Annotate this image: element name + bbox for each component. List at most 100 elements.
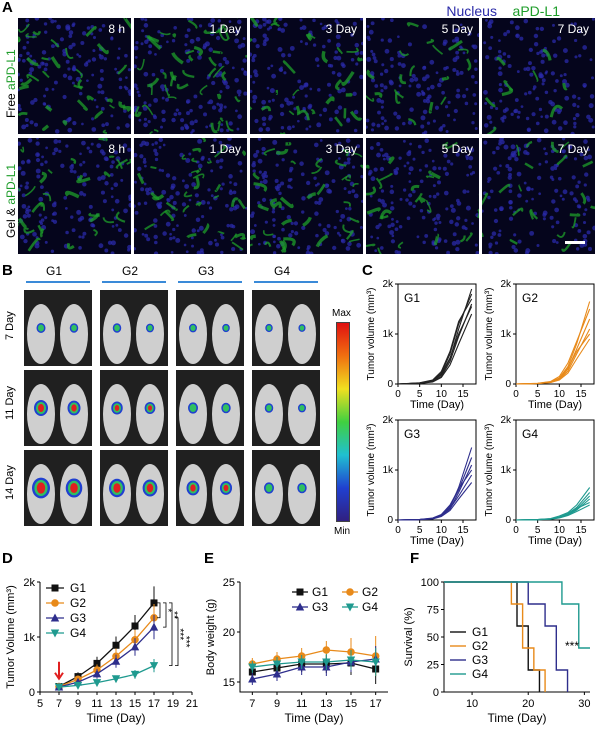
nucleus-dot [50, 249, 55, 254]
nucleus-dot [416, 91, 422, 97]
panel-f-letter: F [410, 550, 420, 567]
nucleus-dot [316, 182, 320, 186]
nucleus-dot [543, 128, 549, 134]
nucleus-dot [29, 67, 35, 72]
nucleus-dot [281, 158, 285, 162]
apdl1-signal [343, 201, 351, 207]
nucleus-dot [148, 187, 152, 191]
nucleus-dot [531, 197, 534, 201]
nucleus-dot [483, 140, 488, 145]
nucleus-dot [445, 207, 449, 211]
apdl1-signal [26, 56, 39, 67]
nucleus-dot [420, 115, 426, 121]
nucleus-dot [65, 144, 69, 148]
nucleus-dot [165, 173, 171, 178]
nucleus-dot [452, 68, 457, 73]
apdl1-signal [146, 35, 160, 43]
nucleus-dot [476, 33, 479, 38]
nucleus-dot [284, 97, 289, 103]
nucleus-dot [299, 161, 304, 166]
nucleus-dot [355, 62, 359, 66]
nucleus-dot [507, 166, 513, 172]
nucleus-dot [408, 193, 413, 198]
nucleus-dot [390, 239, 396, 244]
nucleus-dot [353, 128, 358, 133]
imaging-frame [176, 370, 244, 446]
nucleus-dot [287, 184, 291, 189]
apdl1-signal [76, 176, 91, 184]
nucleus-dot [393, 111, 398, 116]
nucleus-dot [586, 198, 591, 202]
series-line [515, 338, 591, 385]
nucleus-dot [575, 184, 580, 189]
nucleus-dot [454, 28, 460, 34]
nucleus-dot [425, 99, 431, 104]
nucleus-dot [591, 125, 595, 129]
nucleus-dot [381, 122, 385, 126]
nucleus-dot [62, 51, 67, 57]
nucleus-dot [36, 138, 39, 140]
mouse-body [212, 304, 240, 364]
x-tick-label: 13 [320, 698, 332, 710]
day-label: 7 Day [4, 311, 16, 340]
apdl1-signal [150, 84, 153, 96]
apdl1-signal [366, 69, 375, 80]
nucleus-dot [561, 197, 565, 201]
panel-b-letter: B [2, 262, 13, 279]
x-tick-label: 30 [578, 698, 590, 710]
apdl1-signal [230, 197, 239, 207]
nucleus-dot [161, 189, 167, 195]
mouse-body [255, 384, 283, 444]
nucleus-dot [186, 28, 191, 32]
nucleus-dot [387, 224, 392, 229]
apdl1-signal [77, 78, 83, 90]
nucleus-dot [271, 73, 277, 79]
apdl1-signal [273, 201, 282, 209]
nucleus-dot [100, 90, 105, 95]
nucleus-dot [86, 146, 90, 150]
nucleus-dot [253, 153, 258, 158]
nucleus-dot [110, 251, 115, 254]
nucleus-dot [90, 142, 94, 146]
apdl1-signal [76, 99, 88, 111]
apdl1-signal [295, 105, 301, 116]
nucleus-dot [169, 194, 174, 200]
nucleus-dot [379, 147, 384, 152]
nucleus-dot [278, 191, 282, 196]
data-point [92, 679, 102, 688]
timepoint-label: 8 h [108, 22, 125, 36]
nucleus-dot [531, 65, 536, 71]
nucleus-dot [578, 205, 582, 209]
apdl1-signal [357, 56, 363, 62]
colorbar [336, 322, 350, 522]
nucleus-dot [279, 103, 285, 108]
timepoint-label: 5 Day [441, 22, 473, 36]
series-line [252, 649, 376, 665]
nucleus-dot [503, 144, 509, 150]
nucleus-dot [451, 241, 457, 246]
nucleus-dot [485, 18, 488, 22]
nucleus-dot [306, 245, 311, 250]
nucleus-dot [370, 176, 376, 182]
nucleus-dot [143, 201, 148, 205]
nucleus-dot [71, 228, 76, 233]
apdl1-signal [486, 126, 497, 134]
nucleus-dot [475, 251, 479, 254]
nucleus-dot [242, 37, 246, 41]
x-tick-label: 10 [554, 389, 566, 400]
imaging-frame [252, 370, 320, 446]
nucleus-dot [561, 138, 566, 141]
y-tick-label: 1k [382, 329, 394, 340]
series-line [515, 318, 591, 385]
nucleus-dot [487, 195, 491, 200]
nucleus-dot [551, 119, 557, 125]
apdl1-signal [20, 77, 33, 86]
nucleus-dot [507, 175, 512, 180]
nucleus-dot [327, 63, 332, 68]
nucleus-dot [166, 40, 169, 44]
nucleus-dot [299, 26, 303, 30]
nucleus-dot [59, 37, 65, 42]
colorbar-min-label: Min [334, 526, 351, 537]
nucleus-dot [207, 157, 211, 161]
series-line [252, 658, 376, 680]
